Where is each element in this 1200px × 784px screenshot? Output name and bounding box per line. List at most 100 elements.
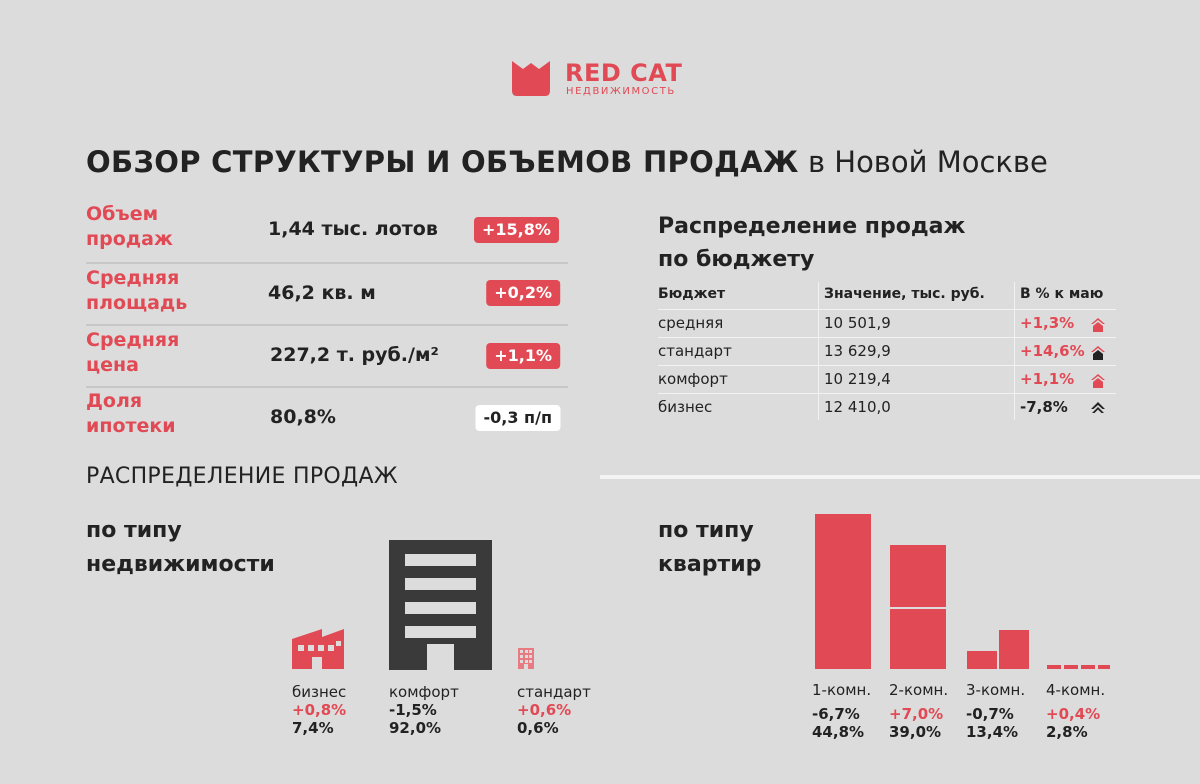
budget-change: +14,6% bbox=[1020, 342, 1085, 360]
metric-row-price: Средняя цена 227,2 т. руб./м² +1,1% bbox=[86, 326, 568, 388]
apartment-item-2-room: 2-комн. +7,0% 39,0% bbox=[889, 681, 948, 741]
item-change: -0,7% bbox=[966, 705, 1014, 723]
metric-row-volume: Объем продаж 1,44 тыс. лотов +15,8% bbox=[86, 202, 568, 264]
standard-building-icon bbox=[518, 648, 534, 669]
property-subtitle-line1: по типу bbox=[86, 518, 182, 543]
budget-name: стандарт bbox=[658, 342, 732, 360]
item-change: +0,6% bbox=[517, 701, 572, 719]
apartment-item-4-room: 4-комн. +0,4% 2,8% bbox=[1046, 681, 1105, 741]
budget-value: 13 629,9 bbox=[824, 342, 891, 360]
distribution-section-title: РАСПРЕДЕЛЕНИЕ ПРОДАЖ bbox=[86, 464, 398, 489]
metric-value: 227,2 т. руб./м² bbox=[270, 344, 439, 366]
item-change: -6,7% bbox=[812, 705, 860, 723]
house-up-icon bbox=[1091, 318, 1105, 332]
item-share: 7,4% bbox=[292, 719, 334, 737]
budget-value: 12 410,0 bbox=[824, 398, 891, 416]
metric-label: Доля ипотеки bbox=[86, 390, 176, 437]
item-change: +0,8% bbox=[292, 701, 347, 719]
column-header-change: В % к маю bbox=[1020, 286, 1104, 302]
apartment-bar-3-room-right bbox=[999, 630, 1029, 669]
apartment-item-1-room: 1-комн. -6,7% 44,8% bbox=[812, 681, 871, 741]
table-divider bbox=[818, 282, 819, 420]
metric-row-area: Средняя площадь 46,2 кв. м +0,2% bbox=[86, 264, 568, 326]
property-type-subtitle: по типу недвижимости bbox=[86, 514, 275, 582]
table-header: Бюджет Значение, тыс. руб. В % к маю bbox=[658, 282, 1116, 310]
apartment-type-subtitle: по типу квартир bbox=[658, 514, 761, 582]
item-share: 39,0% bbox=[889, 723, 942, 741]
budget-title-line1: Распределение продаж bbox=[658, 214, 966, 239]
page-title-bold: ОБЗОР СТРУКТУРЫ И ОБЪЕМОВ ПРОДАЖ bbox=[86, 145, 799, 179]
column-header-budget: Бюджет bbox=[658, 286, 726, 302]
item-name: 1-комн. bbox=[812, 681, 872, 699]
apartment-item-3-room: 3-комн. -0,7% 13,4% bbox=[966, 681, 1025, 741]
red-cat-logo-icon bbox=[512, 61, 550, 96]
budget-name: средняя bbox=[658, 314, 724, 332]
apartment-bar-4-room-dash bbox=[1081, 665, 1095, 669]
item-change: -1,5% bbox=[389, 701, 437, 719]
metric-row-mortgage: Доля ипотеки 80,8% -0,3 п/п bbox=[86, 388, 568, 450]
apartment-bar-4-room-dash bbox=[1064, 665, 1078, 669]
page-title: ОБЗОР СТРУКТУРЫ И ОБЪЕМОВ ПРОДАЖ в Новой… bbox=[86, 145, 1048, 179]
item-share: 13,4% bbox=[966, 723, 1019, 741]
budget-table: Бюджет Значение, тыс. руб. В % к маю сре… bbox=[658, 282, 1116, 422]
item-change: +0,4% bbox=[1046, 705, 1101, 723]
section-divider bbox=[600, 475, 1200, 479]
item-share: 92,0% bbox=[389, 719, 442, 737]
property-item-comfort: комфорт -1,5% 92,0% bbox=[389, 683, 459, 737]
budget-change: +1,1% bbox=[1020, 370, 1075, 388]
budget-value: 10 219,4 bbox=[824, 370, 891, 388]
column-header-value: Значение, тыс. руб. bbox=[824, 286, 985, 302]
table-row: бизнес 12 410,0 -7,8% bbox=[658, 394, 1116, 422]
budget-name: бизнес bbox=[658, 398, 713, 416]
apartment-bar-3-room-left bbox=[967, 651, 997, 669]
apartment-bar-2-room-lower bbox=[890, 609, 946, 669]
budget-name: комфорт bbox=[658, 370, 728, 388]
metric-change-badge: +0,2% bbox=[486, 280, 560, 306]
item-name: 4-комн. bbox=[1046, 681, 1106, 699]
property-item-business: бизнес +0,8% 7,4% bbox=[292, 683, 346, 737]
apartment-bar-2-room-upper bbox=[890, 545, 946, 607]
apartment-bar-4-room-dash bbox=[1098, 665, 1110, 669]
item-name: 2-комн. bbox=[889, 681, 949, 699]
metric-value: 46,2 кв. м bbox=[268, 282, 376, 304]
item-name: бизнес bbox=[292, 683, 347, 701]
house-down-icon bbox=[1091, 402, 1105, 413]
budget-title: Распределение продаж по бюджету bbox=[658, 210, 965, 276]
house-up-icon bbox=[1091, 346, 1105, 360]
item-change: +7,0% bbox=[889, 705, 944, 723]
property-subtitle-line2: недвижимости bbox=[86, 552, 275, 577]
comfort-building-icon bbox=[389, 540, 492, 670]
apartment-subtitle-line2: квартир bbox=[658, 552, 762, 577]
metric-label: Средняя цена bbox=[86, 329, 180, 376]
metric-label: Объем продаж bbox=[86, 203, 173, 250]
budget-value: 10 501,9 bbox=[824, 314, 891, 332]
item-name: 3-комн. bbox=[966, 681, 1026, 699]
page-title-regular: в Новой Москве bbox=[807, 145, 1048, 179]
logo-subtitle: НЕДВИЖИМОСТЬ bbox=[566, 86, 676, 97]
metric-change-badge: +1,1% bbox=[486, 343, 560, 369]
budget-change: -7,8% bbox=[1020, 398, 1068, 416]
metric-change-badge: -0,3 п/п bbox=[475, 405, 560, 431]
table-divider bbox=[1014, 282, 1015, 420]
metric-value: 80,8% bbox=[270, 406, 336, 428]
table-row: комфорт 10 219,4 +1,1% bbox=[658, 366, 1116, 394]
item-name: комфорт bbox=[389, 683, 459, 701]
table-row: стандарт 13 629,9 +14,6% bbox=[658, 338, 1116, 366]
item-name: стандарт bbox=[517, 683, 591, 701]
metric-change-badge: +15,8% bbox=[474, 217, 559, 243]
metric-label: Средняя площадь bbox=[86, 267, 188, 314]
logo-name: RED CAT bbox=[565, 59, 683, 87]
property-item-standard: стандарт +0,6% 0,6% bbox=[517, 683, 591, 737]
business-building-icon bbox=[292, 629, 344, 669]
budget-change: +1,3% bbox=[1020, 314, 1075, 332]
apartment-bar-1-room bbox=[815, 514, 871, 669]
item-share: 2,8% bbox=[1046, 723, 1088, 741]
apartment-subtitle-line1: по типу bbox=[658, 518, 754, 543]
item-share: 44,8% bbox=[812, 723, 865, 741]
metric-value: 1,44 тыс. лотов bbox=[268, 218, 438, 240]
budget-title-line2: по бюджету bbox=[658, 247, 815, 272]
item-share: 0,6% bbox=[517, 719, 559, 737]
house-up-icon bbox=[1091, 374, 1105, 388]
apartment-bar-4-room-dash bbox=[1047, 665, 1061, 669]
table-row: средняя 10 501,9 +1,3% bbox=[658, 310, 1116, 338]
